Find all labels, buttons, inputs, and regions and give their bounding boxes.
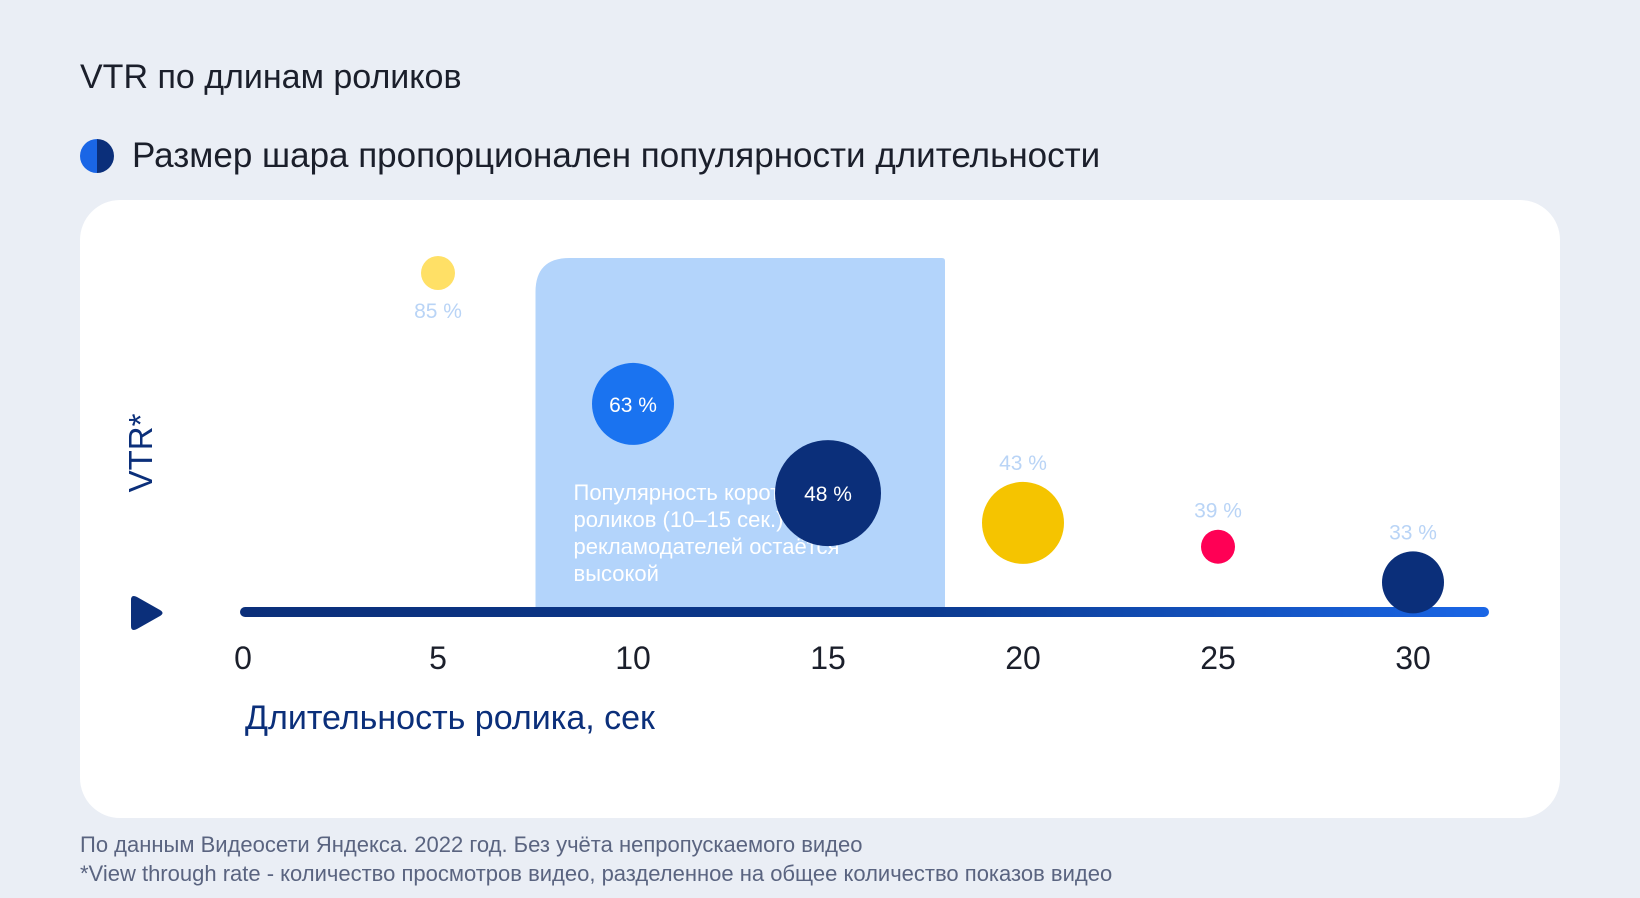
bubble-point [982, 481, 1064, 564]
data-label: 43 % [999, 452, 1047, 475]
x-tick-label: 5 [429, 640, 447, 676]
x-tick-label: 20 [1005, 640, 1041, 676]
bubble-point [421, 256, 455, 290]
y-axis-label: VTR* [122, 413, 159, 492]
data-label: 48 % [804, 483, 852, 506]
x-tick-label: 30 [1395, 640, 1431, 676]
bubble-point [1201, 529, 1235, 564]
data-label: 39 % [1194, 500, 1242, 523]
x-axis-label: Длительность ролика, сек [245, 699, 656, 737]
data-label: 63 % [609, 394, 657, 417]
data-label: 33 % [1389, 521, 1437, 544]
chart-card: Популярность коротких роликов (10–15 сек.… [80, 200, 1560, 818]
x-axis-line [240, 607, 1489, 617]
play-icon [131, 596, 163, 630]
x-tick-label: 0 [234, 640, 252, 676]
bubble-point [775, 440, 881, 547]
x-tick-label: 25 [1200, 640, 1236, 676]
source-note: По данным Видеосети Яндекса. 2022 год. Б… [80, 832, 863, 857]
page-title: VTR по длинам роликов [80, 58, 462, 96]
annotation-text: Популярность коротких роликов (10–15 сек.… [574, 480, 850, 586]
x-tick-label: 15 [810, 640, 846, 676]
legend-text: Размер шара пропорционален популярности … [132, 136, 1101, 175]
x-tick-label: 10 [615, 640, 651, 676]
bubble-point [592, 362, 674, 445]
bubble-chart: Популярность коротких роликов (10–15 сек.… [122, 256, 1489, 737]
footnotes: По данным Видеосети Яндекса. 2022 год. Б… [80, 830, 1112, 888]
bubble-point [1382, 551, 1444, 614]
definition-note: *View through rate - количество просмотр… [80, 861, 1113, 886]
half-circle-icon [80, 139, 114, 173]
data-label: 85 % [414, 300, 462, 323]
legend: Размер шара пропорционален популярности … [80, 136, 1100, 176]
